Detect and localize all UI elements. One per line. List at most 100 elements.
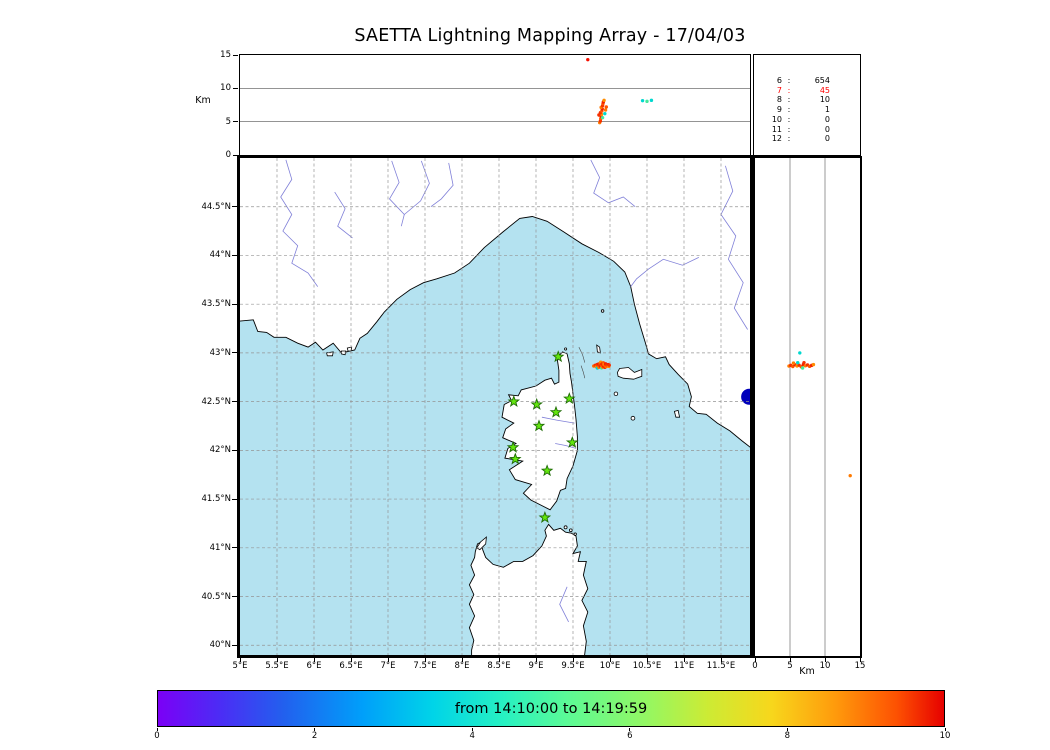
tick-mark (233, 54, 238, 56)
lma-station-marker (532, 419, 546, 432)
tick-mark (233, 154, 238, 156)
altitude-latitude-plot (787, 158, 852, 656)
lon-tick-label: 9.5°E (561, 661, 585, 671)
lma-station-marker (507, 395, 521, 407)
colorbar-tick-label: 6 (627, 731, 633, 741)
tick-mark (387, 658, 389, 662)
islet (613, 391, 619, 397)
station-count-row: 9: 1 (766, 105, 860, 115)
lon-tick-label: 9°E (528, 661, 544, 671)
tick-mark (350, 658, 352, 662)
tick-mark (629, 728, 631, 731)
tick-mark (276, 658, 278, 662)
lightning-source (811, 362, 816, 367)
colorbar-tick-label: 10 (939, 731, 951, 741)
tick-mark (232, 254, 237, 256)
tick-mark (535, 658, 537, 662)
lat-tick-label: 41.5°N (201, 494, 231, 505)
tick-mark (424, 658, 426, 662)
tick-mark (646, 658, 648, 662)
tick-mark (824, 658, 826, 662)
altitude-axis-unit-right: Km (799, 666, 815, 677)
station-count-value: 1 (824, 105, 830, 115)
station-count-value: 654 (814, 76, 830, 85)
coastline-corsica (501, 351, 578, 511)
islet (564, 347, 568, 351)
figure-title: SAETTA Lightning Mapping Array - 17/04/0… (354, 26, 746, 46)
station-counts-panel: 6:654 7:45 8:10 9:1 10:0 11:0 12:0 (753, 54, 861, 156)
tick-mark (233, 121, 238, 123)
colorbar-tick-label: 2 (311, 731, 318, 741)
tick-mark (944, 728, 946, 731)
lon-tick-label: 5.5°E (265, 661, 289, 671)
lat-tick-label: 40°N (209, 640, 231, 651)
lightning-source (602, 98, 606, 103)
altitude-tick-label: 15 (854, 661, 866, 671)
lma-station-marker (549, 405, 563, 418)
station-count-value: 0 (824, 134, 830, 144)
colorbar-time-range-label: from 14:10:00 to 14:19:59 (454, 700, 648, 717)
lma-station-marker (563, 392, 576, 405)
lma-station-marker (508, 452, 522, 465)
station-count-separator: : (787, 76, 791, 85)
lightning-source (597, 113, 601, 117)
altitude-tick-label: 15 (220, 50, 231, 60)
lightning-source (607, 363, 611, 367)
lightning-source (603, 111, 607, 116)
altitude-tick-label: 10 (220, 83, 231, 94)
tick-mark (232, 352, 237, 354)
island (673, 409, 681, 418)
lon-tick-label: 6.5°E (339, 661, 363, 671)
river (430, 162, 454, 208)
station-count-min-stations: 12 (771, 134, 782, 144)
altitude-tick-label: 5 (787, 661, 793, 671)
altitude-tick-label: 0 (225, 150, 231, 160)
coastline-mainland (240, 158, 750, 448)
island (476, 536, 487, 551)
station-count-value: 0 (824, 114, 830, 124)
station-count-min-stations: 10 (771, 114, 782, 124)
tick-mark (786, 728, 788, 731)
island (616, 367, 643, 380)
lon-tick-label: 11°E (673, 661, 695, 671)
station-count-row: 7: 45 (766, 86, 860, 96)
station-count-min-stations: 7 (776, 85, 782, 95)
tick-mark (572, 658, 574, 662)
tick-mark (461, 658, 463, 662)
lon-tick-label: 11.5°E (706, 661, 736, 671)
lat-tick-label: 40.5°N (201, 591, 231, 602)
station-count-min-stations: 8 (776, 95, 782, 105)
lma-station-marker (551, 350, 565, 363)
lon-tick-label: 10°E (599, 661, 621, 671)
station-count-separator: : (787, 134, 791, 144)
lma-station-marker (565, 436, 579, 448)
time-colorbar: from 14:10:00 to 14:19:59 (157, 690, 945, 727)
station-count-min-stations: 11 (771, 124, 782, 134)
tick-mark (232, 303, 237, 305)
coastal-arc (578, 346, 586, 363)
lma-station-marker (506, 440, 520, 453)
altitude-latitude-panel (753, 156, 862, 658)
altitude-tick-label: 5 (225, 116, 231, 127)
tick-mark (789, 658, 791, 662)
station-count-separator: : (787, 105, 791, 115)
lat-tick-label: 41°N (209, 542, 231, 553)
lightning-source (603, 108, 608, 112)
tick-mark (232, 449, 237, 451)
lightning-source (640, 98, 645, 103)
river (555, 443, 577, 449)
lma-station-marker (538, 511, 552, 523)
river (334, 191, 353, 239)
tick-mark (314, 728, 316, 731)
islet (600, 309, 605, 313)
tick-mark (232, 498, 237, 500)
tick-mark (239, 658, 241, 662)
lon-tick-label: 10.5°E (632, 661, 662, 671)
lat-tick-label: 44.5°N (201, 201, 231, 212)
lightning-source (604, 105, 608, 109)
altitude-tick-label: 0 (752, 661, 758, 671)
river (280, 159, 319, 287)
lat-tick-label: 42.5°N (201, 396, 231, 407)
lightning-source (848, 473, 852, 478)
islet (573, 532, 577, 536)
